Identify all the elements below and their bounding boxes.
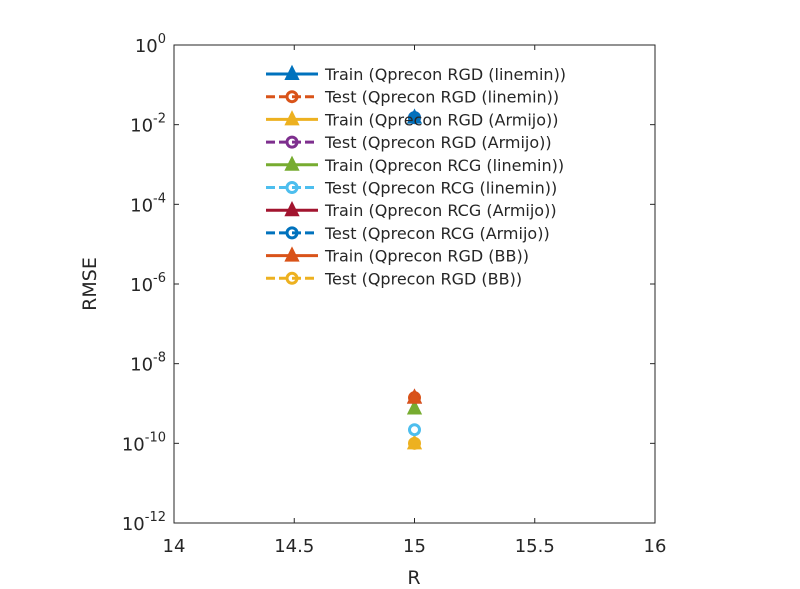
legend-entry: Train (Qprecon RCG (linemin)) <box>266 155 564 175</box>
legend-label: Train (Qprecon RGD (Armijo)) <box>324 110 559 129</box>
y-tick-label: 10-10 <box>122 430 166 455</box>
data-point <box>408 423 421 437</box>
legend-marker <box>285 135 299 149</box>
y-tick-exponent: -12 <box>145 510 166 525</box>
legend-marker <box>284 110 300 126</box>
y-tick-base: 10 <box>130 275 153 296</box>
x-tick-label: 16 <box>644 536 667 557</box>
legend-label: Train (Qprecon RGD (linemin)) <box>324 65 566 84</box>
legend-label: Train (Qprecon RCG (linemin)) <box>324 156 564 175</box>
legend-entry: Test (Qprecon RCG (linemin)) <box>266 179 557 198</box>
y-tick-exponent: -2 <box>153 112 166 127</box>
legend-entry: Test (Qprecon RGD (Armijo)) <box>266 133 552 152</box>
legend-marker <box>285 181 299 194</box>
legend-marker <box>285 226 299 240</box>
legend-marker <box>285 271 299 285</box>
data-point <box>406 388 423 404</box>
y-tick-label: 10-8 <box>130 351 166 376</box>
legend-label: Train (Qprecon RCG (Armijo)) <box>324 201 557 220</box>
y-tick-label: 100 <box>135 32 166 57</box>
y-tick-label: 10-2 <box>130 112 166 137</box>
legend-marker <box>284 200 300 217</box>
y-tick-exponent: -10 <box>145 430 166 445</box>
legend-label: Test (Qprecon RGD (Armijo)) <box>324 133 552 152</box>
y-tick-exponent: -4 <box>153 191 166 206</box>
x-tick-label: 14.5 <box>274 536 314 557</box>
legend-label: Test (Qprecon RGD (BB)) <box>324 269 522 288</box>
legend-entry: Test (Qprecon RCG (Armijo)) <box>266 224 550 243</box>
x-tick-label: 14 <box>163 536 186 557</box>
data-points <box>406 108 423 450</box>
legend-entry: Test (Qprecon RGD (BB)) <box>266 269 522 288</box>
legend-label: Train (Qprecon RGD (BB)) <box>324 247 529 266</box>
legend-entry: Train (Qprecon RGD (linemin)) <box>266 64 566 84</box>
legend-marker <box>285 90 299 104</box>
y-tick-base: 10 <box>122 514 145 535</box>
legend-label: Test (Qprecon RCG (linemin)) <box>324 179 557 198</box>
legend-label: Test (Qprecon RCG (Armijo)) <box>324 224 550 243</box>
y-tick-base: 10 <box>135 36 158 57</box>
data-point <box>408 436 421 450</box>
legend-entry: Train (Qprecon RGD (BB)) <box>266 246 529 266</box>
y-tick-exponent: 0 <box>158 32 166 47</box>
legend-label: Test (Qprecon RGD (linemin)) <box>324 88 559 107</box>
y-tick-label: 10-6 <box>130 271 166 296</box>
x-tick-label: 15.5 <box>515 536 555 557</box>
x-axis-label: R <box>407 567 420 589</box>
x-tick-label: 15 <box>403 536 426 557</box>
y-tick-label: 10-4 <box>130 191 166 216</box>
legend-marker <box>284 64 300 80</box>
y-tick-exponent: -6 <box>153 271 166 286</box>
y-tick-base: 10 <box>130 116 153 137</box>
y-tick-base: 10 <box>130 355 153 376</box>
legend-marker <box>284 246 300 262</box>
legend-entry: Test (Qprecon RGD (linemin)) <box>266 88 559 107</box>
y-tick-base: 10 <box>130 195 153 216</box>
y-tick-label: 10-12 <box>122 510 166 535</box>
y-axis-label: RMSE <box>79 257 101 311</box>
y-tick-base: 10 <box>122 434 145 455</box>
data-point <box>408 111 421 125</box>
y-tick-exponent: -8 <box>153 351 166 366</box>
legend: Train (Qprecon RGD (linemin)) Test (Qprec… <box>266 64 566 288</box>
legend-entry: Train (Qprecon RCG (Armijo)) <box>266 200 557 220</box>
legend-marker <box>284 155 300 171</box>
legend-entry: Train (Qprecon RGD (Armijo)) <box>266 110 559 129</box>
data-point <box>406 399 423 415</box>
